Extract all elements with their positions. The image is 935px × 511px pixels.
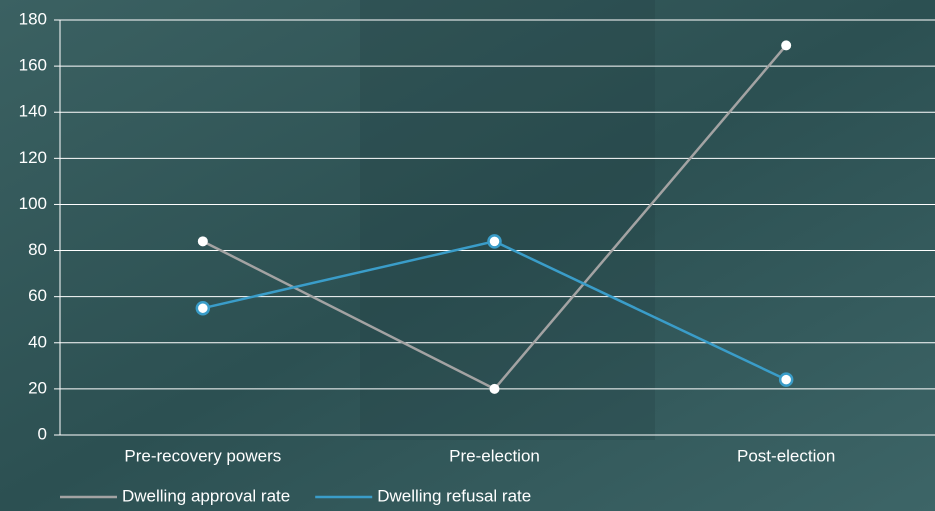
- y-tick-label: 180: [19, 9, 47, 28]
- x-tick-label: Post-election: [737, 446, 835, 465]
- y-tick-label: 140: [19, 102, 47, 121]
- y-tick-label: 100: [19, 194, 47, 213]
- data-point: [198, 236, 208, 246]
- y-tick-label: 120: [19, 148, 47, 167]
- data-point: [781, 40, 791, 50]
- y-tick-label: 160: [19, 56, 47, 75]
- chart: 0 20 40 60 80 100 120 140 160 180 Pre-recovery pow…: [0, 0, 935, 511]
- x-tick-label: Pre-recovery powers: [124, 446, 281, 465]
- x-tick-label: Pre-election: [449, 446, 540, 465]
- legend-label: Dwelling approval rate: [122, 486, 290, 505]
- legend-label: Dwelling refusal rate: [377, 486, 531, 505]
- y-tick-label: 60: [28, 286, 47, 305]
- data-point: [490, 384, 500, 394]
- data-point: [780, 374, 792, 386]
- data-point: [197, 302, 209, 314]
- y-tick-label: 80: [28, 240, 47, 259]
- y-tick-label: 0: [38, 424, 47, 443]
- y-tick-label: 40: [28, 332, 47, 351]
- y-tick-label: 20: [28, 378, 47, 397]
- data-point: [489, 235, 501, 247]
